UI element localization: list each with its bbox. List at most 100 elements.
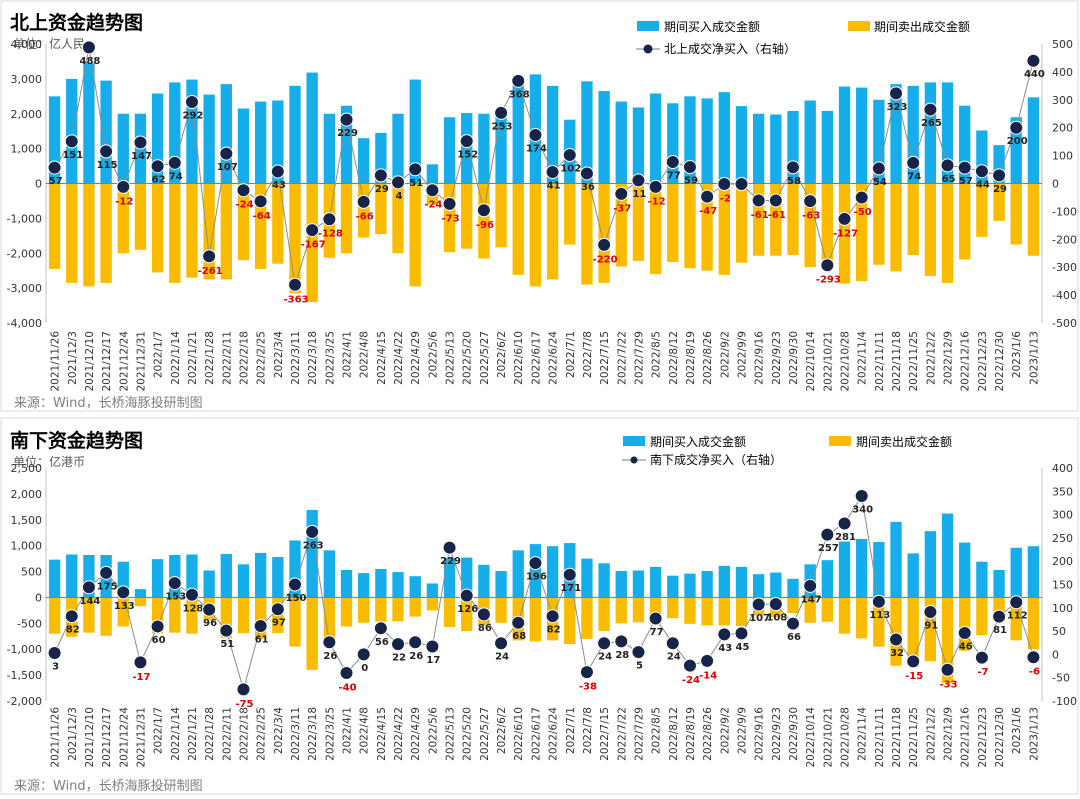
net-point: [1009, 120, 1024, 135]
buy-bar: [443, 117, 456, 184]
x-axis-tick-label: 2022/3/4: [273, 331, 285, 378]
buy-bar: [392, 113, 404, 184]
net-point: [425, 183, 440, 198]
net-point: [751, 193, 766, 208]
left-axis-tick-label: 1,000: [11, 540, 43, 553]
buy-bar: [735, 106, 748, 184]
net-data-label: 24: [598, 652, 612, 663]
net-data-label: 281: [835, 532, 856, 543]
net-data-label: 44: [976, 180, 990, 191]
net-data-label: -15: [905, 671, 923, 682]
net-data-label: 43: [718, 643, 732, 654]
buy-bar: [426, 583, 439, 598]
right-axis-tick-label: 0: [1052, 178, 1059, 191]
sell-bar: [856, 183, 868, 282]
net-point: [476, 607, 491, 622]
left-axis-tick-label: 1,000: [11, 143, 43, 156]
x-axis-tick-label: 2022/5/13: [445, 331, 457, 385]
x-axis-tick-label: 2022/5/13: [445, 707, 457, 761]
net-point: [305, 223, 320, 238]
legend-buy-label: 期间买入成交金额: [664, 19, 760, 34]
x-axis-tick-label: 2022/11/25: [908, 331, 920, 392]
sell-bar: [461, 183, 473, 249]
buy-bar: [718, 565, 730, 598]
net-point: [631, 645, 646, 660]
net-point: [219, 146, 234, 161]
net-data-label: -63: [802, 211, 820, 222]
net-point: [906, 155, 921, 170]
x-axis-tick-label: 2022/1/14: [170, 707, 182, 761]
net-point: [442, 196, 457, 211]
northbound-legend: 期间买入成交金额 期间卖出成交金额 北上成交净买入（右轴）: [636, 19, 970, 56]
x-axis-tick-label: 2022/3/11: [290, 331, 302, 385]
x-axis-tick-label: 2022/3/18: [307, 331, 319, 385]
buy-bar: [151, 93, 164, 184]
buy-bar: [83, 63, 95, 184]
sell-bar: [959, 183, 971, 260]
x-axis-tick-label: 2022/3/25: [324, 707, 336, 761]
net-data-label: 229: [440, 556, 461, 567]
buy-bar: [1027, 97, 1040, 184]
sell-bar: [1027, 597, 1040, 650]
net-data-label: 74: [907, 171, 921, 182]
buy-bar: [838, 86, 851, 184]
x-axis-tick-label: 2022/5/6: [427, 331, 439, 378]
net-data-label: -2: [720, 194, 731, 205]
net-point: [459, 588, 474, 603]
net-data-label: 292: [183, 111, 204, 122]
sell-bar: [1027, 183, 1040, 256]
buy-bar: [461, 113, 473, 184]
net-data-label: 46: [959, 641, 973, 652]
sell-bar: [151, 597, 164, 634]
net-data-label: 65: [942, 174, 956, 185]
net-data-label: 56: [375, 637, 389, 648]
net-data-label: 113: [869, 610, 890, 621]
x-axis-tick-label: 2022/1/28: [204, 331, 216, 385]
x-axis-tick-label: 2022/12/16: [960, 331, 972, 392]
net-point: [81, 40, 96, 55]
legend-net-label: 北上成交净买入（右轴）: [664, 41, 796, 56]
sell-bar: [770, 183, 782, 256]
net-point: [81, 580, 96, 595]
sell-bar: [993, 597, 1005, 621]
buy-bar: [358, 138, 370, 184]
net-point: [184, 95, 199, 110]
net-point: [665, 636, 680, 651]
x-axis-tick-label: 2022/9/16: [754, 707, 766, 761]
net-data-label: 126: [457, 604, 478, 615]
net-data-label: 96: [203, 618, 217, 629]
x-axis-tick-label: 2022/3/4: [273, 707, 285, 754]
net-point: [545, 609, 560, 624]
buy-bar: [856, 538, 868, 598]
buy-bar: [237, 108, 250, 184]
net-point: [64, 609, 79, 624]
sell-bar: [615, 183, 627, 267]
net-point: [202, 249, 217, 264]
x-axis-tick-label: 2022/9/30: [788, 331, 800, 385]
legend-sell-swatch: [829, 436, 851, 446]
net-data-label: 102: [560, 164, 581, 175]
net-point: [803, 194, 818, 209]
net-point: [837, 516, 852, 531]
net-point: [562, 148, 577, 163]
net-point: [116, 179, 131, 194]
x-axis-tick-label: 2022/8/5: [651, 707, 663, 754]
net-point: [871, 161, 886, 176]
buy-bar: [924, 531, 937, 598]
net-data-label: -61: [768, 210, 786, 221]
buy-bar: [856, 87, 868, 184]
legend-net-marker: [630, 456, 638, 464]
right-axis-tick-label: 300: [1052, 509, 1073, 522]
net-data-label: -363: [283, 294, 308, 305]
net-data-label: -33: [940, 679, 958, 690]
sell-bar: [564, 183, 576, 245]
legend-buy-label: 期间买入成交金额: [650, 434, 746, 449]
x-axis-tick-label: 2022/12/23: [977, 707, 989, 768]
net-data-label: -12: [115, 196, 133, 207]
x-axis-tick-label: 2022/12/2: [925, 707, 937, 761]
sell-bar: [649, 597, 662, 625]
sell-bar: [83, 183, 95, 287]
sell-bar: [976, 597, 988, 636]
net-data-label: 4: [396, 191, 403, 202]
right-axis-tick-label: 400: [1052, 462, 1073, 475]
